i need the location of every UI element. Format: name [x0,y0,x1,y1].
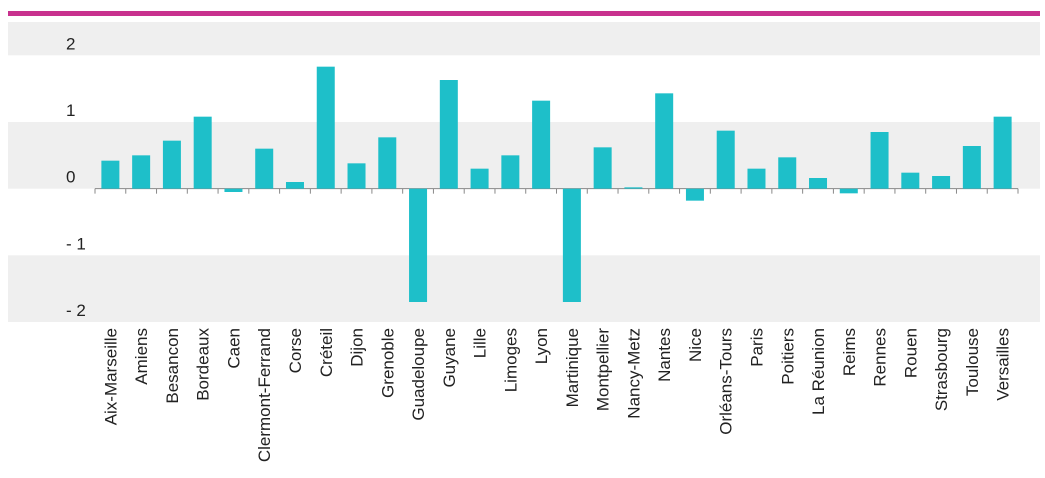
y-tick-label: - 1 [66,234,86,253]
y-tick-label: 1 [66,101,75,120]
x-tick-label: Orléans-Tours [717,328,736,435]
x-tick-label: Corse [286,328,305,373]
x-tick-label: Toulouse [963,328,982,396]
background-band [8,255,1040,322]
bar [747,168,766,189]
x-tick-label: Martinique [563,328,582,407]
x-tick-label: Bordeaux [194,328,213,401]
x-tick-label: Rouen [901,328,920,378]
x-tick-label: Nancy-Metz [624,328,643,419]
x-tick-label: Grenoble [378,328,397,398]
x-tick-label: Créteil [317,328,336,377]
bar [439,80,458,189]
bar [470,168,489,189]
x-tick-label: La Réunion [809,328,828,415]
x-tick-label: Versailles [994,328,1013,401]
bar [809,178,828,189]
bar [101,160,120,189]
x-tick-label: Caen [224,328,243,369]
x-tick-label: Nice [686,328,705,362]
bar [224,188,243,192]
bar [285,182,304,189]
x-tick-label: Montpellier [594,328,613,411]
x-tick-label: Poitiers [778,328,797,385]
x-tick-label: Clermont-Ferrand [255,328,274,462]
background-band [8,22,1040,56]
bar [378,137,397,189]
bar [532,100,551,189]
bar [624,187,643,189]
bar [562,188,581,302]
bar [685,188,704,201]
x-tick-label: Strasbourg [932,328,951,411]
x-tick-label: Lyon [532,328,551,364]
bar [409,188,428,302]
bar [901,172,920,189]
x-tick-label: Besancon [163,328,182,404]
x-tick-label: Dijon [348,328,367,367]
bar [501,155,520,189]
bar [716,130,735,189]
x-tick-label: Paris [747,328,766,367]
bar [932,176,951,189]
x-tick-label: Limoges [501,328,520,392]
bar [962,146,981,189]
bar [993,116,1012,189]
x-tick-label: Amiens [132,328,151,385]
bar [255,148,274,189]
bar [655,93,674,189]
bar [870,132,889,189]
x-tick-label: Rennes [871,328,890,387]
top-rule [8,11,1040,16]
y-tick-label: 0 [66,168,75,187]
x-tick-label: Guyane [440,328,459,388]
bar [162,140,181,189]
bar [778,157,797,189]
x-tick-label: Nantes [655,328,674,382]
y-tick-label: 2 [66,34,75,53]
bar [593,147,612,189]
bar [132,155,151,189]
bar [193,116,212,189]
x-tick-label: Lille [471,328,490,358]
y-tick-label: - 2 [66,301,86,320]
x-tick-label: Reims [840,328,859,376]
bar [839,188,858,194]
x-tick-label: Guadeloupe [409,328,428,421]
bar [316,66,335,189]
x-tick-label: Aix-Marseille [101,328,120,425]
bar [347,163,366,189]
